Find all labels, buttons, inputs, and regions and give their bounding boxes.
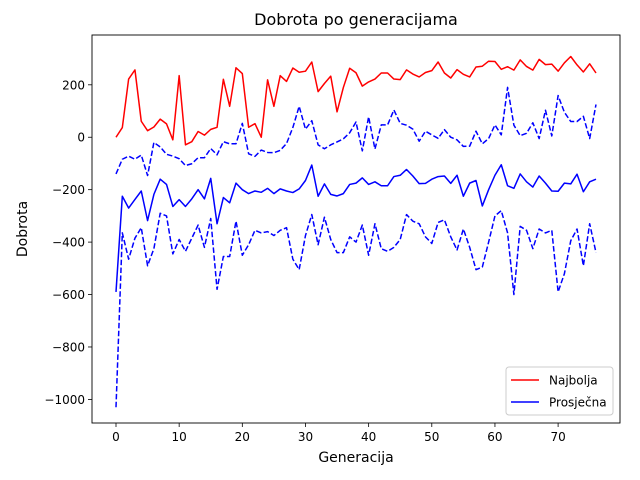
legend-label-prosjecna: Prosječna: [549, 396, 607, 410]
x-tick-label: 40: [361, 430, 376, 444]
y-tick-label: −800: [52, 340, 85, 354]
series-line-3: [115, 209, 597, 408]
legend: Najbolja Prosječna: [505, 366, 614, 416]
chart-title: Dobrota po generacijama: [254, 10, 458, 29]
y-tick-label: −200: [52, 183, 85, 197]
x-tick-label: 60: [487, 430, 502, 444]
series-line-0: [115, 55, 597, 146]
x-axis-label: Generacija: [318, 450, 393, 466]
y-tick-label: −600: [52, 288, 85, 302]
y-tick-label: −400: [52, 236, 85, 250]
axis-ticks: 0 10 20 30 40 50 60 70 −1000 −800 −600 −400 −200 0 200: [44, 78, 565, 444]
plot-frame: [91, 34, 621, 424]
y-tick-label: 200: [62, 78, 85, 92]
x-tick-label: 30: [298, 430, 313, 444]
x-tick-label: 50: [424, 430, 439, 444]
series-layer: [115, 55, 597, 408]
series-line-2: [115, 86, 597, 177]
series-line-1: [115, 164, 597, 292]
x-tick-label: 70: [550, 430, 565, 444]
x-tick-label: 0: [112, 430, 120, 444]
y-axis-label: Dobrota: [15, 201, 31, 257]
y-tick-label: 0: [77, 131, 85, 145]
x-tick-label: 10: [172, 430, 187, 444]
x-tick-label: 20: [235, 430, 250, 444]
legend-box: [505, 366, 614, 416]
y-tick-label: −1000: [44, 393, 85, 407]
legend-label-najbolja: Najbolja: [549, 374, 598, 388]
